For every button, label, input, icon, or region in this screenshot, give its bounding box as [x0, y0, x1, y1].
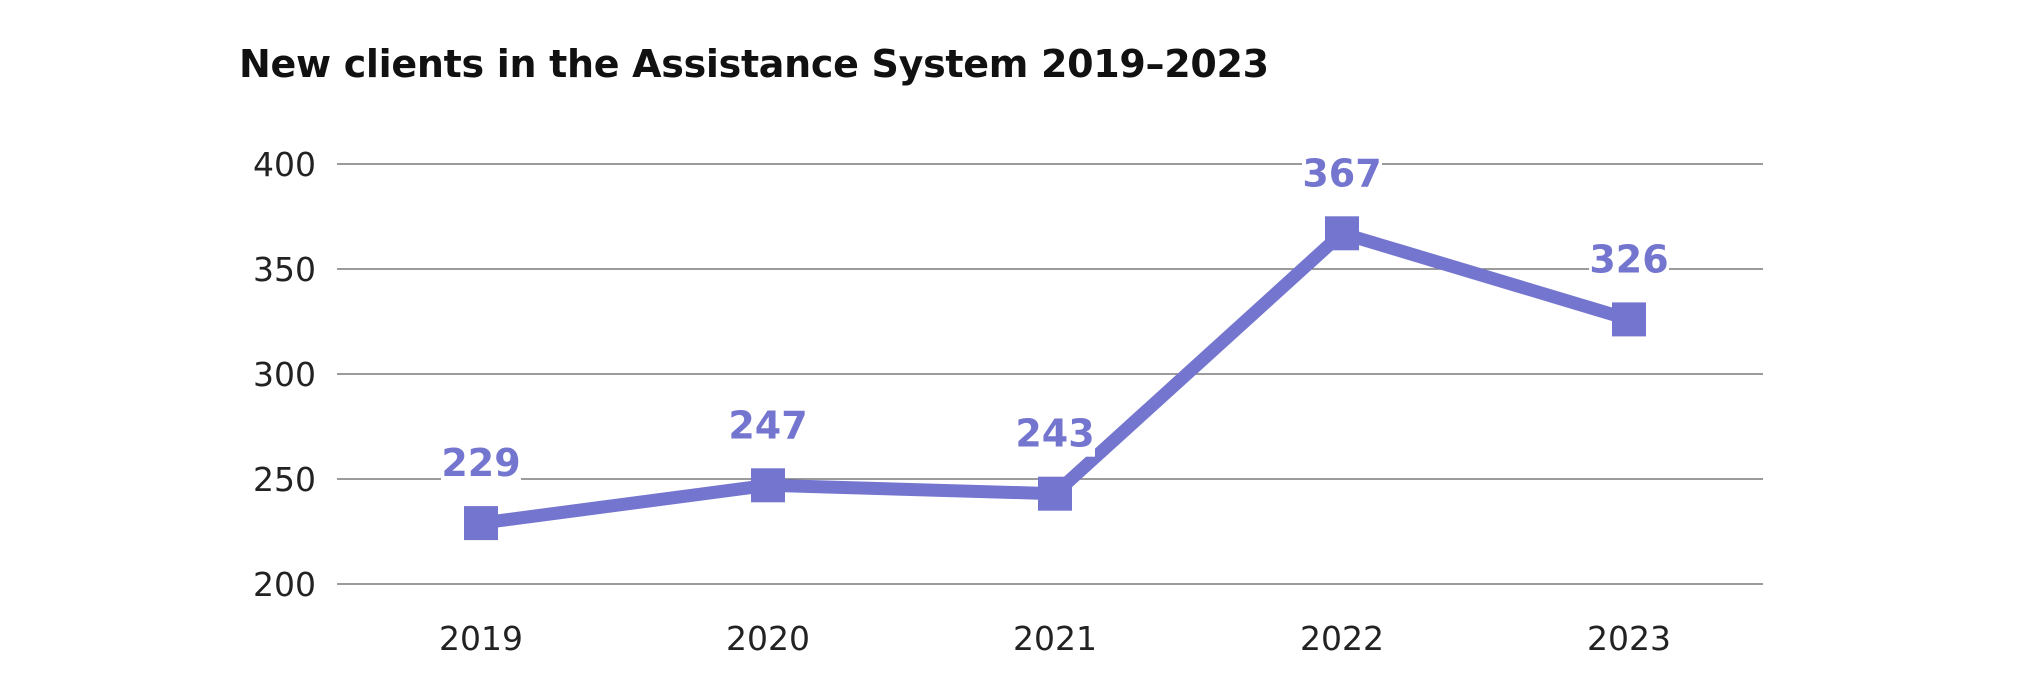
series-new-clients [464, 216, 1646, 541]
x-axis: 2019 2020 2021 2022 2023 [439, 619, 1671, 658]
y-tick-label: 200 [253, 565, 316, 604]
x-tick-label: 2019 [439, 619, 523, 658]
y-axis: 200 250 300 350 400 [253, 145, 316, 604]
grid-lines [337, 163, 1763, 585]
data-point-marker [1038, 476, 1072, 511]
data-label: 247 [728, 403, 807, 447]
y-tick-label: 400 [253, 145, 316, 184]
data-label-background [1589, 236, 1669, 283]
data-label: 326 [1589, 237, 1668, 281]
x-tick-label: 2023 [1587, 619, 1671, 658]
y-tick-label: 250 [253, 460, 316, 499]
data-label-background [1015, 410, 1095, 457]
x-tick-label: 2020 [726, 619, 810, 658]
data-point-marker [464, 506, 498, 541]
data-label-background [441, 440, 521, 487]
data-point-marker [1612, 302, 1646, 337]
chart-title: New clients in the Assistance System 201… [239, 42, 1269, 86]
data-label: 229 [441, 441, 520, 485]
y-tick-label: 350 [253, 250, 316, 289]
data-labels: 229 247 243 367 326 [441, 150, 1669, 487]
y-tick-label: 300 [253, 355, 316, 394]
x-tick-label: 2021 [1013, 619, 1097, 658]
data-label-background [728, 402, 808, 449]
data-point-marker [751, 468, 785, 503]
data-label: 367 [1302, 151, 1381, 195]
data-label: 243 [1015, 412, 1094, 456]
data-label-background [1302, 150, 1382, 197]
x-tick-label: 2022 [1300, 619, 1384, 658]
data-point-marker [1325, 216, 1359, 251]
